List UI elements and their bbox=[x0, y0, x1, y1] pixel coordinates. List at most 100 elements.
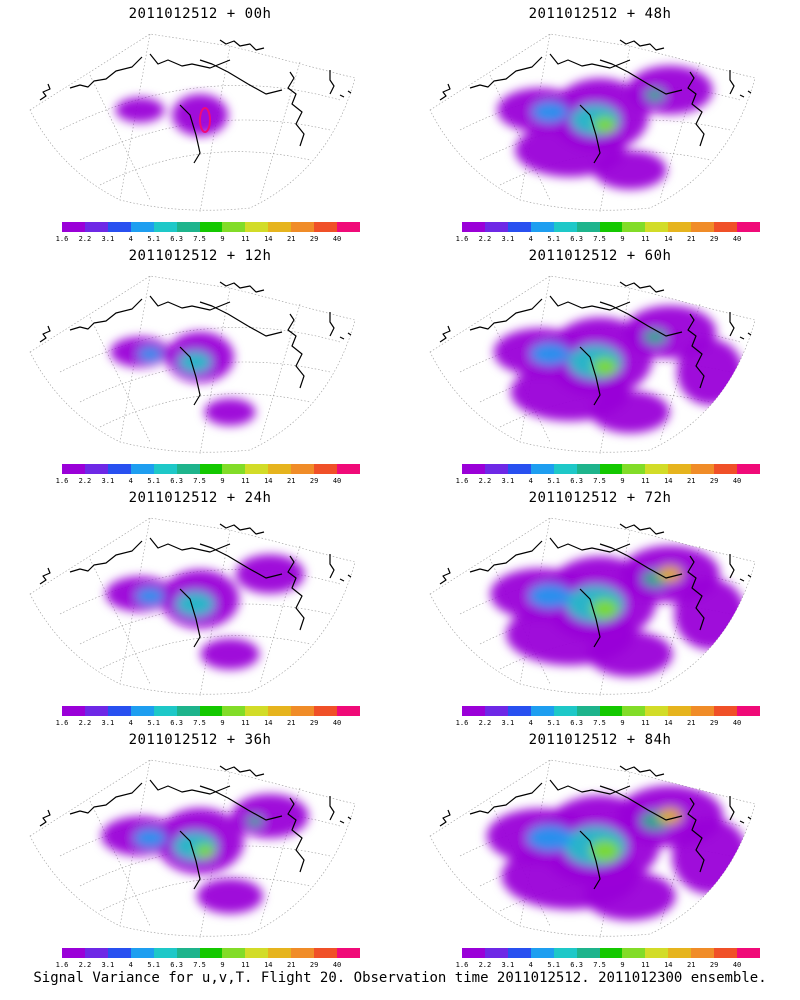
colorbar-label: 6.3 bbox=[170, 961, 183, 969]
colorbar-label: 11 bbox=[241, 719, 250, 727]
colorbar-cell bbox=[153, 464, 177, 474]
colorbar-cell bbox=[484, 948, 508, 958]
colorbar-label: 14 bbox=[664, 961, 673, 969]
colorbar-label: 6.3 bbox=[570, 719, 583, 727]
variance-field bbox=[110, 331, 256, 426]
colorbar-cell bbox=[507, 948, 531, 958]
colorbar-label: 4 bbox=[128, 719, 133, 727]
colorbar-cell bbox=[62, 464, 85, 474]
colorbar-cell bbox=[691, 222, 715, 232]
colorbar-cell bbox=[691, 948, 715, 958]
colorbar-cell bbox=[199, 464, 223, 474]
colorbar-label: 5.1 bbox=[147, 719, 161, 727]
colorbar-label: 40 bbox=[732, 477, 742, 485]
colorbar-label: 29 bbox=[309, 235, 319, 243]
map-plot bbox=[429, 517, 756, 697]
colorbar bbox=[462, 706, 760, 716]
colorbar-cell bbox=[576, 222, 600, 232]
colorbar-label: 3.1 bbox=[101, 235, 115, 243]
colorbar-cell bbox=[737, 222, 760, 232]
colorbar-label: 5.1 bbox=[547, 477, 561, 485]
colorbar-cell bbox=[462, 706, 485, 716]
colorbar-cell bbox=[576, 464, 600, 474]
map-panel-00h: 2011012512 + 00h 1.6 2.2 3.1 4 5.1 6.3 7.5 9 11 1… bbox=[0, 0, 400, 243]
colorbar-label: 4 bbox=[128, 477, 133, 485]
colorbar-cell bbox=[462, 222, 485, 232]
colorbar-label: 6.3 bbox=[170, 719, 183, 727]
variance-field bbox=[486, 785, 748, 921]
colorbar-cell bbox=[599, 222, 623, 232]
colorbar-label: 7.5 bbox=[193, 235, 206, 243]
colorbar-label: 4 bbox=[528, 477, 533, 485]
coastline bbox=[439, 523, 752, 648]
colorbar-labels: 1.6 2.2 3.1 4 5.1 6.3 7.5 9 11 14 21 29 40 bbox=[456, 235, 760, 245]
colorbar-label: 1.6 bbox=[55, 719, 69, 727]
colorbar-label: 21 bbox=[287, 477, 296, 485]
colorbar-cell bbox=[645, 222, 669, 232]
colorbar-label: 2.2 bbox=[78, 961, 92, 969]
colorbar-cell bbox=[222, 706, 246, 716]
colorbar-label: 2.2 bbox=[478, 477, 492, 485]
map-plot bbox=[29, 517, 356, 697]
colorbar-cell bbox=[507, 706, 531, 716]
figure-caption: Signal Variance for u,v,T. Flight 20. Ob… bbox=[33, 970, 767, 986]
colorbar-cell bbox=[130, 948, 154, 958]
colorbar-label: 29 bbox=[709, 235, 719, 243]
colorbar-cell bbox=[337, 464, 360, 474]
colorbar-cell bbox=[530, 706, 554, 716]
colorbar-cell bbox=[153, 948, 177, 958]
colorbar-cell bbox=[645, 464, 669, 474]
colorbar-label: 29 bbox=[309, 719, 319, 727]
colorbar-label: 6.3 bbox=[170, 477, 183, 485]
colorbar-label: 9 bbox=[620, 961, 625, 969]
colorbar-label: 6.3 bbox=[570, 961, 583, 969]
colorbar-cell bbox=[668, 948, 692, 958]
colorbar-label: 9 bbox=[220, 477, 225, 485]
colorbar-label: 1.6 bbox=[455, 719, 469, 727]
colorbar-cell bbox=[314, 464, 338, 474]
colorbar-label: 11 bbox=[641, 235, 650, 243]
colorbar-label: 7.5 bbox=[193, 961, 206, 969]
colorbar-cell bbox=[576, 706, 600, 716]
colorbar-label: 29 bbox=[709, 719, 719, 727]
colorbar-cell bbox=[107, 706, 131, 716]
map-plot bbox=[29, 33, 356, 213]
colorbar-labels: 1.6 2.2 3.1 4 5.1 6.3 7.5 9 11 14 21 29 40 bbox=[56, 477, 360, 487]
colorbar-cell bbox=[484, 222, 508, 232]
colorbar-label: 11 bbox=[241, 235, 250, 243]
colorbar-labels: 1.6 2.2 3.1 4 5.1 6.3 7.5 9 11 14 21 29 40 bbox=[456, 719, 760, 729]
colorbar-cell bbox=[199, 222, 223, 232]
map-panel-24h: 2011012512 + 24h 1.6 2.2 3.1 4 5.1 6.3 7.5 9 11 1… bbox=[0, 484, 400, 727]
colorbar-label: 3.1 bbox=[501, 235, 515, 243]
colorbar-cell bbox=[107, 222, 131, 232]
colorbar-label: 6.3 bbox=[570, 477, 583, 485]
colorbar-cell bbox=[599, 706, 623, 716]
coastline bbox=[39, 39, 352, 164]
colorbar-label: 11 bbox=[641, 477, 650, 485]
colorbar-label: 9 bbox=[220, 961, 225, 969]
colorbar-label: 40 bbox=[732, 719, 742, 727]
colorbar-cell bbox=[153, 222, 177, 232]
colorbar-cell bbox=[691, 464, 715, 474]
colorbar-cell bbox=[714, 706, 738, 716]
colorbar-label: 5.1 bbox=[147, 477, 161, 485]
colorbar-cell bbox=[62, 706, 85, 716]
panel-title: 2011012512 + 00h bbox=[128, 6, 272, 22]
colorbar bbox=[462, 464, 760, 474]
colorbar-label: 11 bbox=[241, 961, 250, 969]
colorbar-cell bbox=[245, 706, 269, 716]
map-plot bbox=[29, 275, 356, 455]
colorbar-cell bbox=[268, 948, 292, 958]
panel-title: 2011012512 + 48h bbox=[528, 6, 672, 22]
colorbar-cell bbox=[176, 948, 200, 958]
colorbar-cell bbox=[337, 222, 360, 232]
colorbar-cell bbox=[530, 222, 554, 232]
colorbar-label: 40 bbox=[332, 477, 342, 485]
colorbar-cell bbox=[622, 948, 646, 958]
colorbar-cell bbox=[599, 464, 623, 474]
colorbar-cell bbox=[507, 464, 531, 474]
colorbar-label: 4 bbox=[528, 235, 533, 243]
colorbar-label: 40 bbox=[332, 235, 342, 243]
map-panel-72h: 2011012512 + 72h 1.6 2.2 3.1 4 5.1 6.3 7.5 9 11 1… bbox=[400, 484, 800, 727]
colorbar-label: 7.5 bbox=[593, 477, 606, 485]
